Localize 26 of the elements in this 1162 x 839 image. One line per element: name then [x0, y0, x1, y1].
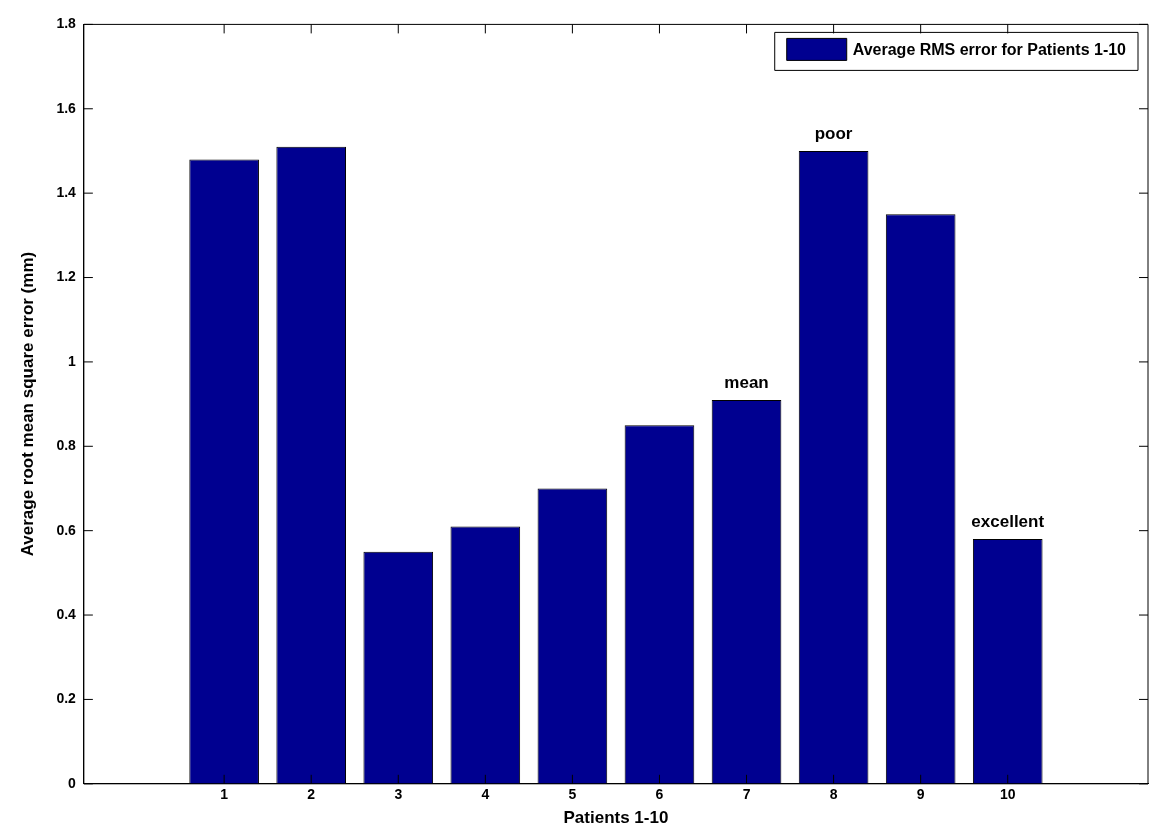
annotation: mean — [724, 373, 769, 393]
x-tick-label: 2 — [307, 786, 316, 803]
x-tick-label: 9 — [916, 786, 925, 803]
x-tick-label: 4 — [481, 786, 490, 803]
y-tick-label: 1.8 — [56, 15, 77, 32]
x-tick-label: 7 — [742, 786, 751, 803]
x-tick-label: 1 — [220, 786, 229, 803]
x-tick-label: 6 — [655, 786, 664, 803]
legend-label: Average RMS error for Patients 1-10 — [852, 40, 1127, 58]
x-tick-label: 10 — [999, 786, 1016, 803]
x-tick-label: 5 — [568, 786, 577, 803]
y-tick-label: 0.6 — [56, 521, 77, 538]
y-tick-label: 0.8 — [56, 437, 77, 454]
y-axis-title: Average root mean square error (mm) — [17, 251, 37, 557]
x-axis-title: Patients 1-10 — [563, 808, 669, 828]
y-tick-label: 1.4 — [56, 184, 77, 201]
y-tick-label: 1.6 — [56, 99, 77, 116]
annotation: excellent — [971, 512, 1045, 532]
y-tick-label: 0.4 — [56, 605, 77, 622]
y-tick-label: 0 — [68, 774, 77, 791]
x-tick-label: 3 — [394, 786, 403, 803]
x-tick-label: 8 — [829, 786, 838, 803]
y-tick-label: 1 — [68, 352, 77, 369]
annotation: poor — [814, 124, 853, 144]
y-tick-label: 1.2 — [56, 268, 77, 285]
y-tick-label: 0.2 — [56, 690, 77, 707]
